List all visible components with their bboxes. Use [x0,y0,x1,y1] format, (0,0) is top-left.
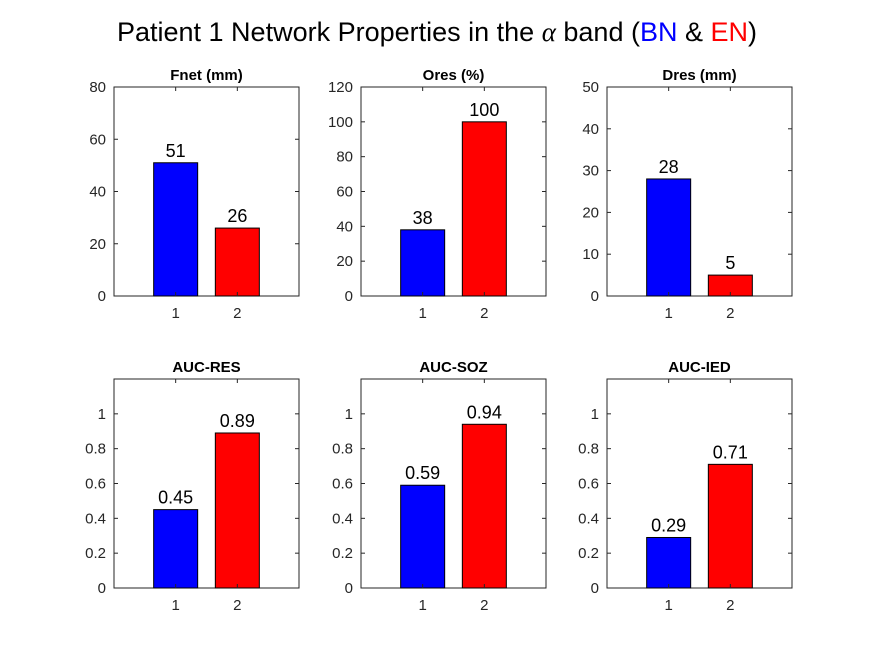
y-tick-label: 20 [89,236,106,253]
y-tick-label: 0.8 [85,441,106,458]
y-tick-label: 40 [336,218,353,235]
title-prefix: Patient 1 Network Properties in the [117,17,542,47]
y-tick-label: 0 [98,288,106,305]
data-label: 0.45 [158,488,193,508]
y-tick-label: 80 [336,149,353,166]
x-tick-label: 2 [480,305,488,322]
subplot-title: AUC-RES [172,359,240,376]
y-tick-label: 0.6 [332,476,353,493]
subplot-title: Dres (mm) [662,67,736,84]
y-tick-label: 0.8 [578,441,599,458]
y-tick-label: 0 [591,580,599,597]
y-tick-label: 20 [582,204,599,221]
axes-frame [113,378,300,589]
y-tick-label: 0.2 [332,545,353,562]
data-label: 0.94 [467,402,502,422]
y-tick-label: 0.4 [578,510,599,527]
y-tick-label: 0.6 [85,476,106,493]
subplot-6: AUC-IED 0 0.2 0.4 0.6 0.8 1 1 0.29 2 0.71 [578,359,793,614]
title-suffix: ) [748,17,757,47]
y-tick-label: 40 [89,184,106,201]
axes-frame [606,86,793,297]
x-tick-label: 2 [726,597,734,614]
y-tick-label: 120 [328,79,353,96]
bar-2 [214,227,260,297]
bar-1 [400,484,446,589]
bar-1 [646,178,692,297]
y-tick-label: 100 [328,114,353,131]
y-tick-label: 60 [89,131,106,148]
y-tick-label: 50 [582,79,599,96]
y-tick-label: 1 [591,406,599,423]
bar-1 [153,162,199,297]
data-label: 0.89 [220,411,255,431]
title-bn: BN [640,17,678,47]
subplot-title: AUC-IED [668,359,731,376]
subplot-title: AUC-SOZ [419,359,487,376]
subplot-title: Fnet (mm) [170,67,243,84]
y-tick-label: 40 [582,121,599,138]
data-label: 0.71 [713,442,748,462]
bar-2 [707,463,753,589]
subplot-3: Dres (mm) 0 10 20 30 40 50 1 28 2 5 [582,67,793,322]
axes-frame [113,86,300,297]
y-tick-label: 0.4 [85,510,106,527]
figure-title: Patient 1 Network Properties in the α ba… [117,17,757,47]
x-tick-label: 1 [171,597,179,614]
title-en: EN [710,17,748,47]
bar-1 [646,536,692,589]
subplot-2: Ores (%) 0 20 40 60 80 100 120 1 38 2 100 [328,67,547,322]
y-tick-label: 0.8 [332,441,353,458]
x-tick-label: 2 [233,305,241,322]
title-middle: band ( [556,17,640,47]
bar-2 [214,432,260,589]
title-amp: & [677,17,710,47]
y-tick-label: 20 [336,253,353,270]
y-tick-label: 1 [98,406,106,423]
y-tick-label: 0 [345,288,353,305]
x-tick-label: 1 [171,305,179,322]
x-tick-label: 1 [418,305,426,322]
bar-1 [153,509,199,589]
subplot-4: AUC-RES 0 0.2 0.4 0.6 0.8 1 1 0.45 2 0.89 [85,359,300,614]
x-tick-label: 2 [726,305,734,322]
x-tick-label: 1 [664,305,672,322]
data-label: 100 [469,100,499,120]
y-tick-label: 0.2 [85,545,106,562]
y-tick-label: 0.6 [578,476,599,493]
y-tick-label: 10 [582,246,599,263]
y-tick-label: 60 [336,184,353,201]
x-tick-label: 2 [233,597,241,614]
x-tick-label: 2 [480,597,488,614]
data-label: 0.59 [405,463,440,483]
data-label: 5 [725,253,735,273]
data-label: 0.29 [651,515,686,535]
data-label: 51 [166,141,186,161]
y-tick-label: 30 [582,163,599,180]
data-label: 26 [227,206,247,226]
y-tick-label: 80 [89,79,106,96]
axes-frame [606,378,793,589]
axes-frame [360,378,547,589]
y-tick-label: 0 [591,288,599,305]
y-tick-label: 0.4 [332,510,353,527]
x-tick-label: 1 [418,597,426,614]
y-tick-label: 1 [345,406,353,423]
y-tick-label: 0.2 [578,545,599,562]
subplot-5: AUC-SOZ 0 0.2 0.4 0.6 0.8 1 1 0.59 2 0.94 [332,359,547,614]
bar-2 [461,423,507,589]
data-label: 28 [659,157,679,177]
alpha-symbol: α [542,17,557,47]
axes-frame [360,86,547,297]
data-label: 38 [413,208,433,228]
y-tick-label: 0 [98,580,106,597]
y-tick-label: 0 [345,580,353,597]
subplot-title: Ores (%) [423,67,485,84]
subplot-1: Fnet (mm) 0 20 40 60 80 1 51 2 26 [89,67,300,322]
bar-2 [461,121,507,297]
bar-1 [400,229,446,297]
x-tick-label: 1 [664,597,672,614]
